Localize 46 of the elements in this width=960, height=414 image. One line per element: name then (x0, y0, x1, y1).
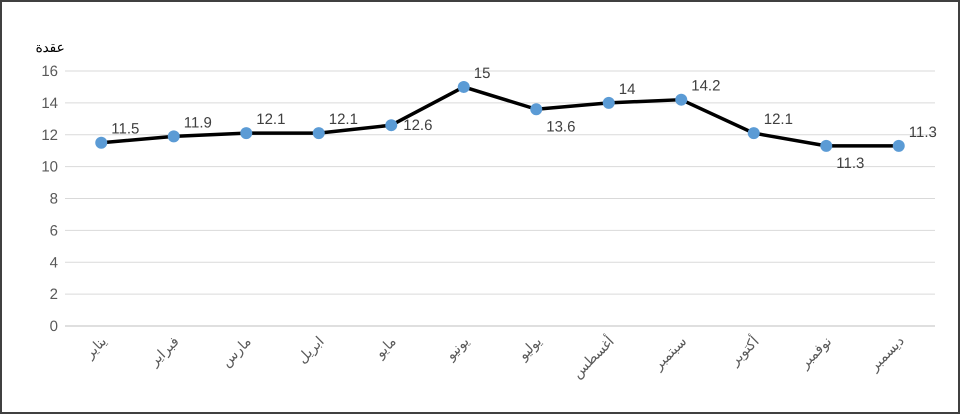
y-tick-label: 6 (50, 222, 58, 240)
y-tick-label: 4 (50, 254, 58, 272)
y-tick-label: 12 (41, 126, 58, 144)
x-tick-label: نوفمبر (795, 332, 836, 372)
x-tick-label: مايو (371, 332, 400, 362)
data-label: 13.6 (546, 118, 576, 136)
x-tick-label: سبتمبر (649, 332, 690, 374)
data-label: 14 (618, 80, 636, 98)
point (312, 127, 325, 140)
y-axis-title: عقدة (36, 39, 64, 55)
x-tick-label: مارس (218, 332, 256, 370)
y-tick-label: 14 (41, 94, 58, 112)
x-tick-label: أغسطس (567, 331, 618, 382)
x-tick-label: أكتوبر (724, 331, 763, 370)
x-tick-label: ابريل (294, 332, 328, 367)
y-tick-label: 10 (41, 158, 58, 176)
point (675, 94, 688, 106)
data-label: 11.5 (111, 120, 140, 138)
point (458, 80, 470, 93)
data-label: 12.1 (328, 111, 358, 128)
data-label: 12.6 (403, 117, 432, 134)
y-tick-label: 2 (50, 286, 58, 304)
x-tick-label: يوليو (514, 332, 546, 364)
point (530, 103, 542, 116)
data-label: 11.3 (836, 154, 864, 172)
point (95, 136, 108, 149)
point (240, 127, 252, 140)
data-label: 12.1 (764, 111, 793, 128)
data-label: 11.3 (908, 124, 937, 141)
x-tick-label: ديسمبر (865, 332, 908, 376)
y-tick-label: 16 (41, 63, 58, 80)
y-tick-label: 0 (50, 318, 58, 335)
y-tick-label: 8 (50, 190, 58, 208)
data-label: 15 (474, 64, 490, 82)
data-label: 14.2 (691, 78, 720, 95)
data-label: 12.1 (256, 111, 286, 128)
point (748, 127, 760, 140)
point (820, 140, 832, 152)
point (892, 140, 905, 152)
point (602, 96, 615, 109)
x-tick-label: فبراير (145, 332, 183, 370)
point (168, 130, 180, 142)
data-label: 11.9 (184, 114, 212, 132)
point (385, 119, 398, 132)
x-tick-label: يناير (80, 332, 110, 363)
x-tick-label: يونيو (441, 332, 473, 364)
